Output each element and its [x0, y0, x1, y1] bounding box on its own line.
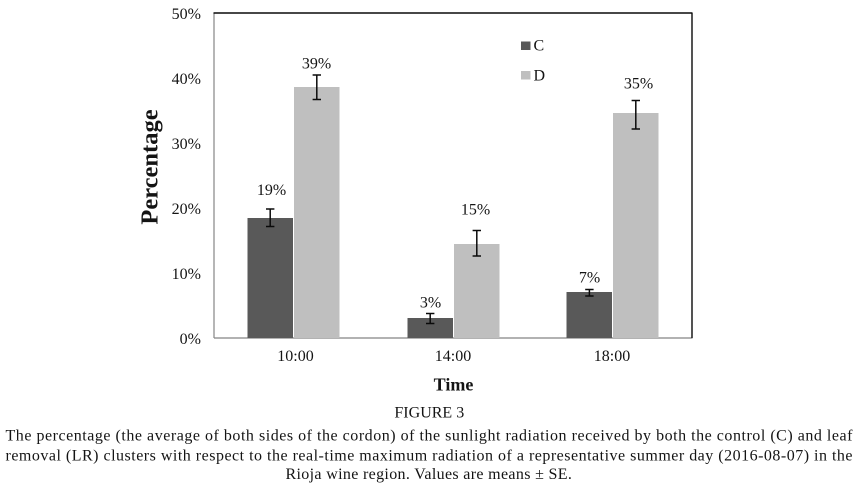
- svg-text:Percentage: Percentage: [137, 109, 164, 224]
- svg-text:50%: 50%: [172, 6, 201, 23]
- svg-text:removal (LR) clusters with res: removal (LR) clusters with respect to th…: [6, 447, 853, 464]
- svg-text:15%: 15%: [461, 201, 490, 218]
- svg-text:19%: 19%: [257, 182, 286, 199]
- svg-text:D: D: [534, 68, 546, 85]
- svg-text:10:00: 10:00: [277, 348, 313, 365]
- svg-text:0%: 0%: [180, 331, 201, 348]
- svg-text:C: C: [534, 38, 545, 55]
- svg-text:39%: 39%: [302, 55, 331, 72]
- svg-text:7%: 7%: [579, 270, 600, 287]
- svg-text:10%: 10%: [172, 266, 201, 283]
- svg-text:FIGURE 3: FIGURE 3: [394, 405, 464, 422]
- svg-text:20%: 20%: [172, 201, 201, 218]
- svg-text:Rioja wine region. Values are: Rioja wine region. Values are means ± SE…: [286, 466, 572, 483]
- svg-text:40%: 40%: [172, 71, 201, 88]
- svg-text:3%: 3%: [420, 295, 441, 312]
- svg-text:The percentage (the average of: The percentage (the average of both side…: [6, 428, 854, 445]
- svg-text:35%: 35%: [624, 75, 653, 92]
- svg-text:18:00: 18:00: [594, 348, 630, 365]
- svg-text:14:00: 14:00: [435, 348, 471, 365]
- svg-text:Time: Time: [434, 375, 474, 395]
- svg-text:30%: 30%: [172, 136, 201, 153]
